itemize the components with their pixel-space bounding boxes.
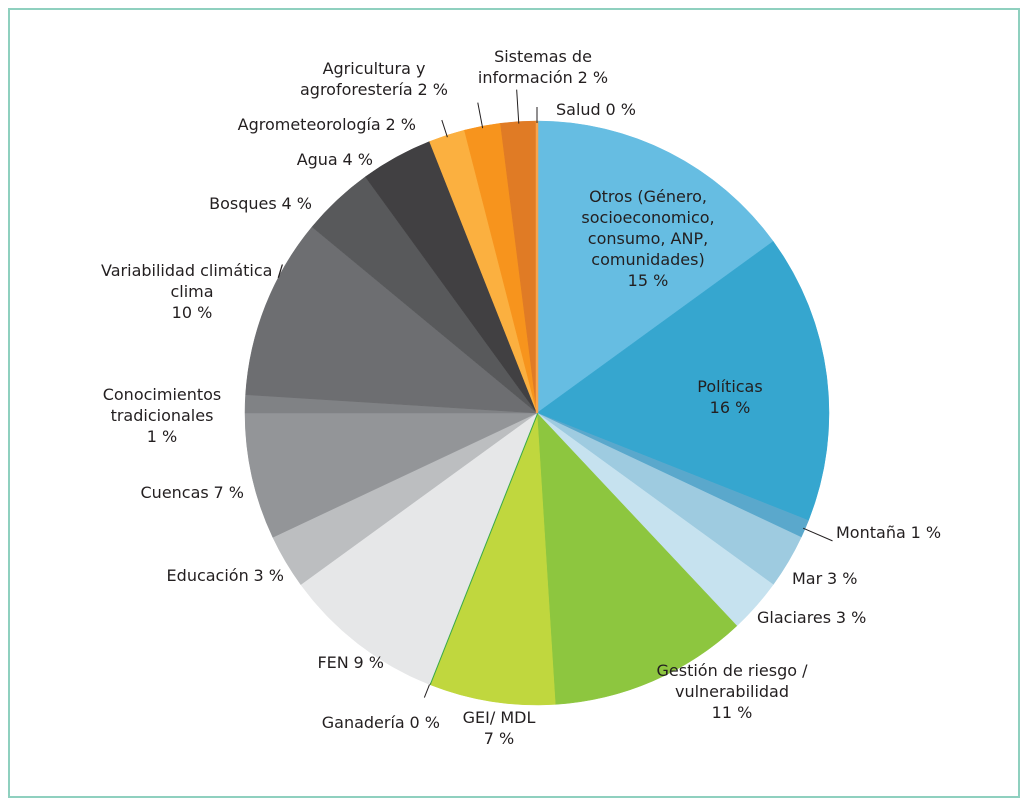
leader-line — [802, 527, 833, 542]
slice-label: Variabilidad climática / clima 10 % — [97, 260, 287, 323]
slice-label: Glaciares 3 % — [757, 607, 917, 628]
value-label: 15 % — [627, 271, 669, 290]
value-label: 7 % — [213, 483, 244, 502]
value-label: 16 % — [709, 398, 751, 417]
value-label: 3 % — [835, 608, 867, 627]
pie-slice — [244, 412, 538, 538]
slice-label: GEI/ MDL 7 % — [439, 707, 559, 749]
category-name: Educación — [166, 566, 249, 585]
slice-label: Conocimientos tradicionales 1 % — [82, 384, 242, 447]
category-name: Glaciares — [757, 608, 832, 627]
category-name: FEN — [317, 653, 349, 672]
value-label: 1 % — [910, 523, 942, 542]
value-label: 0 % — [605, 100, 636, 119]
category-name: GEI/ MDL — [462, 708, 536, 727]
category-name: Agua — [296, 150, 338, 169]
slice-label: Agrometeorología 2 % — [196, 114, 416, 135]
category-name: Gestión de riesgo / vulnerabilidad — [656, 661, 808, 701]
value-label: 2 % — [417, 80, 448, 99]
value-label: 3 % — [253, 566, 284, 585]
slice-label: Ganadería 0 % — [240, 712, 440, 733]
slice-label: Agua 4 % — [233, 149, 373, 170]
value-label: 10 % — [171, 303, 213, 322]
value-label: 0 % — [409, 713, 440, 732]
slice-label: Gestión de riesgo / vulnerabilidad 11 % — [632, 660, 832, 723]
category-name: Bosques — [209, 194, 277, 213]
value-label: 2 % — [385, 115, 416, 134]
value-label: 4 % — [342, 150, 373, 169]
leader-line — [516, 89, 520, 124]
category-name: Variabilidad climática / clima — [101, 261, 283, 301]
pie-slice — [536, 120, 774, 414]
leader-line — [441, 119, 448, 138]
category-name: Otros (Género, socioeconomico, consumo, … — [581, 187, 715, 269]
category-name: Agrometeorología — [237, 115, 381, 134]
slice-label: Cuencas 7 % — [84, 482, 245, 503]
pie-slice — [245, 226, 538, 414]
value-label: 9 % — [353, 653, 384, 672]
category-name: Salud — [556, 100, 601, 119]
value-label: 3 % — [826, 569, 858, 588]
slice-label: Agricultura y agroforestería 2 % — [287, 58, 462, 100]
value-label: 7 % — [483, 729, 515, 748]
slice-label: Salud 0 % — [556, 99, 676, 120]
value-label: 1 % — [146, 427, 178, 446]
category-name: Mar — [792, 569, 823, 588]
slice-label: Mar 3 % — [792, 568, 932, 589]
slice-label: Otros (Género, socioeconomico, consumo, … — [563, 186, 733, 291]
category-name: Montaña — [836, 523, 906, 542]
leader-line — [477, 102, 484, 129]
pie-slice — [536, 241, 830, 521]
category-name: Conocimientos tradicionales — [102, 385, 222, 425]
category-name: Políticas — [697, 377, 763, 396]
category-name: Sistemas de información — [477, 47, 592, 87]
slice-label: FEN 9 % — [264, 652, 384, 673]
slice-label: Sistemas de información 2 % — [456, 46, 631, 88]
category-name: Cuencas — [140, 483, 209, 502]
value-label: 11 % — [711, 703, 753, 722]
pie-slice — [300, 412, 538, 685]
slice-label: Bosques 4 % — [152, 193, 312, 214]
value-label: 4 % — [281, 194, 312, 213]
pie-slice — [536, 412, 738, 705]
leader-line — [423, 682, 431, 698]
slice-label: Montaña 1 % — [836, 522, 1032, 543]
category-name: Ganadería — [321, 713, 405, 732]
frame — [8, 8, 1020, 798]
slice-label: Educación 3 % — [124, 565, 284, 586]
value-label: 2 % — [577, 68, 609, 87]
pie-slice — [429, 412, 556, 706]
slice-label: Políticas 16 % — [670, 376, 790, 418]
category-name: Agricultura y agroforestería — [299, 59, 426, 99]
